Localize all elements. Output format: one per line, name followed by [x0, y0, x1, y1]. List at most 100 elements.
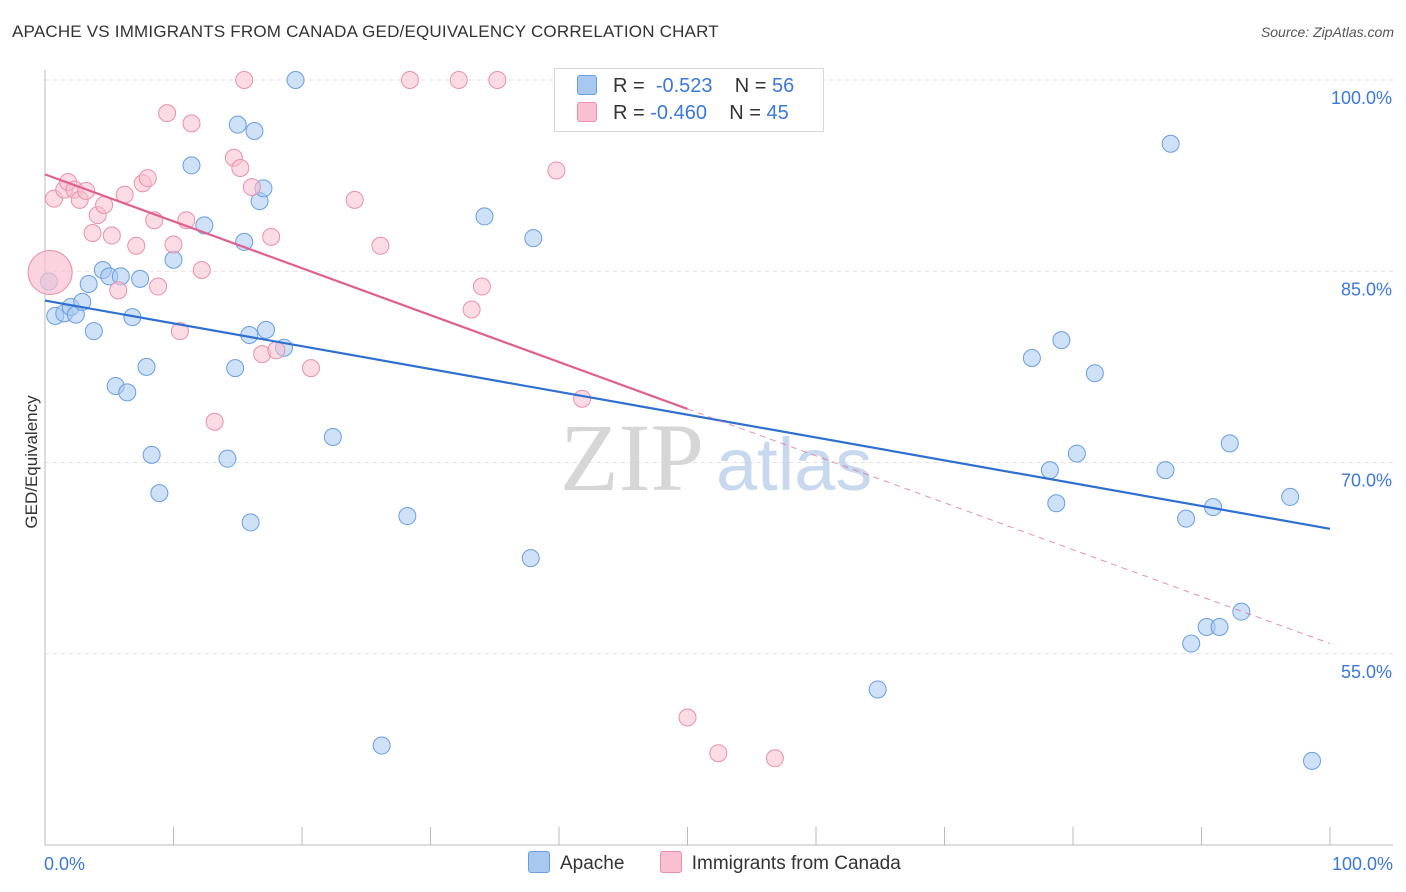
canada-point	[371, 236, 390, 255]
series-legend: Apache Immigrants from Canada	[528, 851, 931, 875]
canada-point	[400, 71, 419, 89]
canada-point	[242, 178, 261, 197]
apache-point	[372, 736, 391, 755]
axis-labels: 55.0% 70.0% 85.0% 100.0% 0.0% 100.0% GED/Equiv…	[22, 88, 1393, 874]
canada-point	[449, 71, 468, 89]
apache-point	[79, 275, 98, 293]
apache-point	[323, 428, 342, 446]
apache-point	[398, 507, 417, 526]
watermark: ZIP atlas	[560, 404, 872, 511]
apache-point	[521, 549, 540, 568]
apache-point	[1210, 617, 1229, 636]
canada-point	[138, 169, 157, 188]
n-label: N =	[734, 75, 767, 97]
y-tick-label-85: 85.0%	[1341, 279, 1392, 299]
apache-point	[1085, 364, 1104, 383]
canada-point	[235, 71, 254, 89]
canada-point	[678, 708, 697, 727]
canada-point	[170, 322, 189, 341]
r-value-apache: -0.523	[655, 75, 713, 97]
chart-title: APACHE VS IMMIGRANTS FROM CANADA GED/EQU…	[12, 22, 719, 41]
apache-point	[1047, 494, 1066, 513]
y-tick-label-55: 55.0%	[1341, 662, 1392, 682]
apache-point	[257, 320, 276, 339]
apache-point	[1232, 602, 1251, 621]
apache-point	[84, 322, 103, 341]
apache-point	[1161, 134, 1180, 153]
apache-point	[868, 680, 887, 699]
apache-point	[1303, 751, 1322, 770]
canada-trend-extension	[687, 408, 1331, 645]
apache-point	[131, 269, 150, 288]
apache-point	[245, 122, 264, 140]
legend-item-canada[interactable]: Immigrants from Canada	[659, 851, 901, 875]
axes	[44, 70, 1393, 846]
watermark-zip: ZIP	[560, 404, 704, 511]
canada-point	[547, 161, 566, 180]
legend-label-canada: Immigrants from Canada	[691, 853, 901, 874]
y-axis-label: GED/Equivalency	[22, 395, 41, 529]
legend-swatch-canada	[659, 851, 682, 873]
apache-point	[137, 357, 156, 376]
data-points	[27, 71, 1322, 770]
canada-point	[765, 749, 784, 768]
canada-point	[127, 236, 146, 255]
apache-point	[1052, 331, 1071, 350]
chart-source: Source: ZipAtlas.com	[1260, 24, 1394, 40]
legend-swatch-apache	[528, 851, 550, 873]
apache-point	[241, 513, 260, 532]
canada-point	[345, 190, 364, 209]
legend-row-apache: R = -0.523 N = 56	[577, 75, 794, 101]
canada-point	[83, 224, 102, 242]
legend-item-apache[interactable]: Apache	[528, 851, 624, 875]
canada-point	[109, 281, 128, 300]
r-label: R =	[613, 75, 645, 97]
legend-row-canada: R = -0.460 N = 45	[577, 102, 789, 128]
canada-point	[27, 250, 73, 296]
canada-point	[267, 341, 286, 360]
canada-point	[102, 226, 121, 245]
canada-point	[462, 300, 481, 319]
canada-point	[472, 277, 491, 296]
stats-legend: R = -0.523 N = 56 R = -0.460 N = 45	[554, 68, 824, 132]
r-value-canada: -0.460	[650, 102, 707, 124]
canada-point	[192, 260, 211, 279]
apache-point	[164, 250, 183, 269]
trend-lines	[44, 173, 1331, 645]
apache-point	[1040, 461, 1059, 480]
canada-point	[573, 389, 592, 408]
legend-swatch-canada	[577, 102, 597, 122]
n-value-apache: 56	[772, 75, 795, 97]
r-label: R =	[613, 102, 645, 124]
canada-point	[488, 71, 507, 89]
canada-point	[301, 359, 320, 378]
canada-trend-line	[44, 173, 688, 410]
watermark-atlas: atlas	[716, 423, 872, 506]
canada-point	[182, 114, 201, 133]
canada-point	[231, 158, 250, 177]
apache-point	[1156, 461, 1175, 480]
n-label: N =	[729, 102, 761, 124]
apache-point	[142, 445, 161, 464]
apache-point	[218, 449, 237, 468]
apache-point	[286, 71, 305, 89]
apache-point	[150, 484, 169, 503]
apache-point	[195, 216, 214, 235]
legend-swatch-apache	[577, 75, 597, 95]
y-tick-label-100: 100.0%	[1331, 88, 1392, 108]
apache-point	[1281, 487, 1300, 506]
apache-point	[1067, 444, 1086, 463]
canada-point	[205, 412, 224, 431]
n-value-canada: 45	[766, 102, 789, 124]
apache-point	[182, 156, 201, 175]
canada-point	[709, 744, 728, 763]
apache-point	[228, 115, 247, 134]
apache-point	[1177, 509, 1196, 528]
canada-point	[158, 104, 177, 123]
apache-point	[475, 207, 494, 226]
apache-point	[524, 229, 543, 248]
canada-point	[164, 235, 183, 254]
apache-point	[1022, 348, 1041, 367]
x-tick-label-min: 0.0%	[44, 854, 85, 874]
